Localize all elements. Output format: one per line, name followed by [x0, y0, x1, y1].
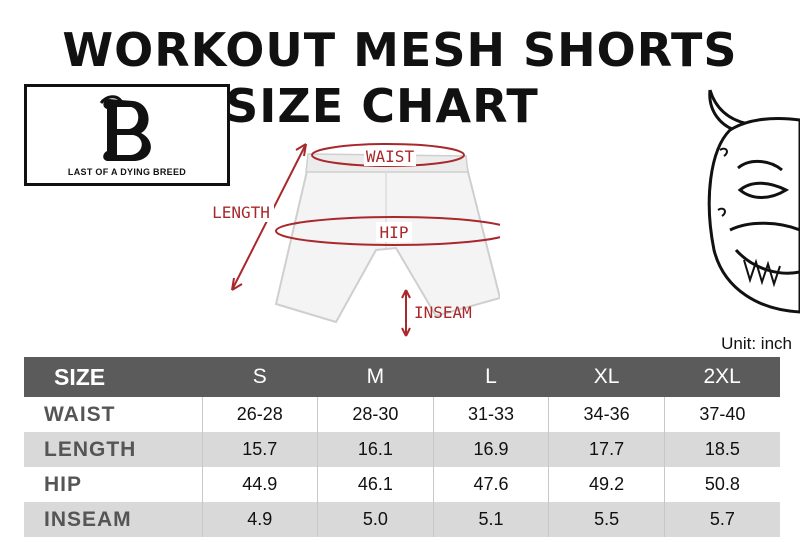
row-label-waist: WAIST — [24, 397, 203, 432]
inseam-label: INSEAM — [414, 303, 472, 322]
size-header-row: SIZE S M L XL 2XL — [24, 357, 780, 397]
table-row: LENGTH 15.7 16.1 16.9 17.7 18.5 — [24, 432, 780, 467]
table-cell: 28-30 — [317, 397, 434, 432]
size-col-header: S — [202, 357, 318, 397]
brand-logo-mark — [99, 95, 151, 161]
row-label-hip: HIP — [24, 467, 203, 502]
hip-marker — [275, 216, 500, 246]
table-cell: 5.0 — [317, 502, 434, 537]
table-cell: 47.6 — [433, 467, 550, 502]
size-table: SIZE S M L XL 2XL WAIST 26-28 28-30 31-3… — [24, 357, 780, 537]
shorts-diagram: WAIST HIP LENGTH INSEAM — [208, 143, 500, 337]
table-cell: 4.9 — [202, 502, 319, 537]
table-cell: 5.7 — [664, 502, 780, 537]
unit-label: Unit: inch — [721, 334, 792, 353]
table-cell: 31-33 — [433, 397, 550, 432]
table-cell: 50.8 — [664, 467, 780, 502]
brand-logo-box: LAST OF A DYING BREED — [24, 84, 230, 186]
oni-mask-illustration — [707, 89, 800, 314]
table-cell: 49.2 — [548, 467, 665, 502]
table-row: HIP 44.9 46.1 47.6 49.2 50.8 — [24, 467, 780, 502]
row-label-inseam: INSEAM — [24, 502, 203, 537]
table-cell: 17.7 — [548, 432, 665, 467]
page-subtitle: SIZE CHART — [225, 79, 539, 133]
table-cell: 5.5 — [548, 502, 665, 537]
size-col-header: L — [433, 357, 549, 397]
table-row: INSEAM 4.9 5.0 5.1 5.5 5.7 — [24, 502, 780, 537]
size-col-header: XL — [548, 357, 665, 397]
table-cell: 5.1 — [433, 502, 550, 537]
hip-label: HIP — [380, 223, 409, 242]
table-row: WAIST 26-28 28-30 31-33 34-36 37-40 — [24, 397, 780, 432]
table-cell: 44.9 — [202, 467, 319, 502]
table-cell: 37-40 — [664, 397, 780, 432]
table-cell: 18.5 — [664, 432, 780, 467]
brand-tagline: LAST OF A DYING BREED — [67, 167, 187, 177]
waist-label: WAIST — [366, 147, 415, 166]
table-cell: 15.7 — [202, 432, 319, 467]
size-header-label: SIZE — [24, 357, 202, 397]
table-cell: 16.9 — [433, 432, 550, 467]
table-cell: 16.1 — [317, 432, 434, 467]
size-col-header: M — [317, 357, 434, 397]
table-cell: 46.1 — [317, 467, 434, 502]
size-col-header: 2XL — [664, 357, 780, 397]
table-cell: 34-36 — [548, 397, 665, 432]
table-cell: 26-28 — [202, 397, 319, 432]
row-label-length: LENGTH — [24, 432, 203, 467]
page-title: WORKOUT MESH SHORTS — [62, 23, 738, 77]
length-label: LENGTH — [212, 203, 270, 222]
